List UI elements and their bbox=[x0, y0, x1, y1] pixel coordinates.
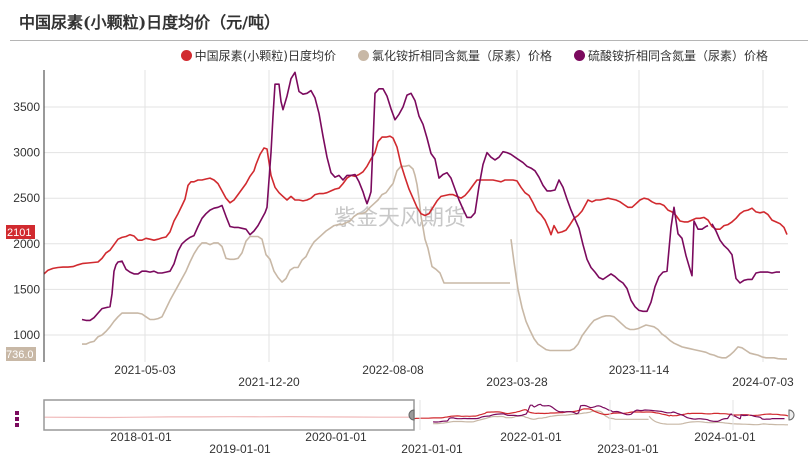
plot-series bbox=[43, 71, 788, 360]
last-value-badge bbox=[6, 347, 36, 361]
y-tick-label: 1000 bbox=[13, 328, 40, 342]
circle-marker-icon bbox=[357, 50, 369, 61]
navigator-right-handle-icon[interactable] bbox=[788, 409, 795, 421]
navigator-tick-label: 2023-01-01 bbox=[597, 442, 659, 456]
y-axis-ticks: 1000 1500 2000 2500 3000 3500 bbox=[13, 100, 40, 342]
series-line bbox=[648, 415, 788, 426]
x-tick-label: 2021-12-20 bbox=[238, 375, 300, 389]
legend-label: 硫酸铵折相同含氮量（尿素）价格 bbox=[587, 49, 768, 63]
last-value-badge bbox=[6, 225, 35, 239]
series-line bbox=[711, 223, 780, 284]
legend-item-urea[interactable]: 中国尿素(小颗粒)日度均价 bbox=[180, 47, 336, 64]
legend: 中国尿素(小颗粒)日度均价 氯化铵折相同含氮量（尿素）价格 硫酸铵折相同含氮量（… bbox=[180, 47, 768, 64]
series-line bbox=[433, 403, 749, 423]
last-value-badges: 2101 736.0 bbox=[6, 225, 36, 361]
x-tick-label: 2024-07-03 bbox=[732, 375, 794, 389]
chart-title: 中国尿素(小颗粒)日度均价（元/吨） bbox=[19, 13, 280, 32]
navigator-tick-label: 2024-01-01 bbox=[694, 430, 756, 444]
legend-item-ammonium-sulfate[interactable]: 硫酸铵折相同含氮量（尿素）价格 bbox=[573, 47, 768, 64]
navigator-tick-label: 2022-01-01 bbox=[500, 430, 562, 444]
legend-item-ammonium-chloride[interactable]: 氯化铵折相同含氮量（尿素）价格 bbox=[357, 47, 552, 64]
x-axis-ticks: 2021-05-03 2021-12-20 2022-08-08 2023-03-28… bbox=[114, 363, 794, 389]
y-tick-label: 3000 bbox=[13, 146, 40, 160]
series-line bbox=[413, 408, 789, 420]
circle-marker-icon bbox=[573, 50, 585, 61]
navigator-window[interactable] bbox=[43, 399, 415, 431]
series-line bbox=[43, 135, 788, 275]
x-tick-label: 2022-08-08 bbox=[362, 363, 424, 377]
navigator-drag-handle-icon[interactable] bbox=[15, 411, 19, 427]
navigator-tick-label: 2018-01-01 bbox=[110, 430, 172, 444]
series-line bbox=[510, 239, 788, 360]
last-value-label: 736.0 bbox=[6, 349, 34, 361]
navigator-left-handle-icon[interactable] bbox=[408, 409, 415, 421]
y-tick-label: 3500 bbox=[13, 100, 40, 114]
legend-label: 氯化铵折相同含氮量（尿素）价格 bbox=[371, 49, 552, 63]
series-line bbox=[43, 416, 414, 419]
circle-marker-icon bbox=[180, 50, 192, 61]
y-tick-label: 2500 bbox=[13, 191, 40, 205]
last-value-label: 2101 bbox=[7, 227, 31, 239]
x-tick-label: 2021-05-03 bbox=[114, 363, 176, 377]
navigator-x-ticks: 2018-01-01 2019-01-01 2020-01-01 2021-01-01… bbox=[110, 430, 756, 456]
watermark: 紫金天风期货 bbox=[334, 206, 466, 231]
y-tick-label: 1500 bbox=[13, 282, 40, 296]
title-divider bbox=[10, 40, 808, 41]
navigator-tick-label: 2020-01-01 bbox=[305, 430, 367, 444]
series-line bbox=[81, 71, 709, 322]
x-tick-label: 2023-11-14 bbox=[609, 363, 670, 377]
navigator-tick-label: 2021-01-01 bbox=[401, 442, 463, 456]
navigator-tick-label: 2019-01-01 bbox=[209, 442, 271, 456]
navigator[interactable]: 2018-01-01 2019-01-01 2020-01-01 2021-01-01… bbox=[43, 399, 795, 456]
series-line bbox=[433, 410, 649, 425]
navigator-series bbox=[43, 400, 789, 430]
legend-label: 中国尿素(小颗粒)日度均价 bbox=[194, 49, 336, 63]
series-line bbox=[750, 414, 785, 420]
y-tick-label: 2000 bbox=[13, 237, 40, 251]
x-tick-label: 2023-03-28 bbox=[486, 375, 548, 389]
series-line bbox=[82, 164, 510, 345]
